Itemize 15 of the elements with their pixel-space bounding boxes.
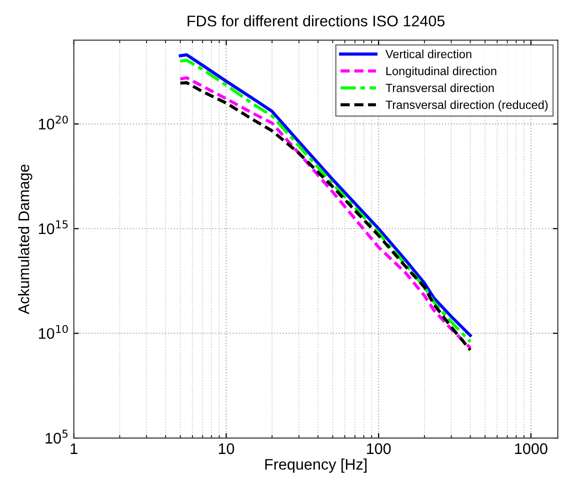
y-tick-label: 10$^{5}$ xyxy=(46,430,68,444)
x-axis-title: Frequency [Hz] xyxy=(265,458,367,473)
legend-label: Longitudinal direction xyxy=(386,66,496,78)
chart-title: FDS for different directions ISO 12405 xyxy=(188,15,445,26)
x-tick-label: 10 xyxy=(218,443,234,454)
legend-label: Transversal direction xyxy=(386,83,494,92)
x-tick-label: 1000 xyxy=(515,443,548,454)
legend-label: Transversal direction (reduced) xyxy=(386,100,548,112)
y-tick-label: 10$^{15}$ xyxy=(38,220,68,234)
x-tick-label: 100 xyxy=(367,443,391,454)
legend-label: Vertical direction xyxy=(385,50,472,58)
y-tick-label: 10$^{20}$ xyxy=(38,116,68,130)
y-axis-title: Ackumulated Damage xyxy=(18,164,32,314)
x-tick-label: 1 xyxy=(70,443,78,454)
y-tick-label: 10$^{10}$ xyxy=(38,324,68,339)
